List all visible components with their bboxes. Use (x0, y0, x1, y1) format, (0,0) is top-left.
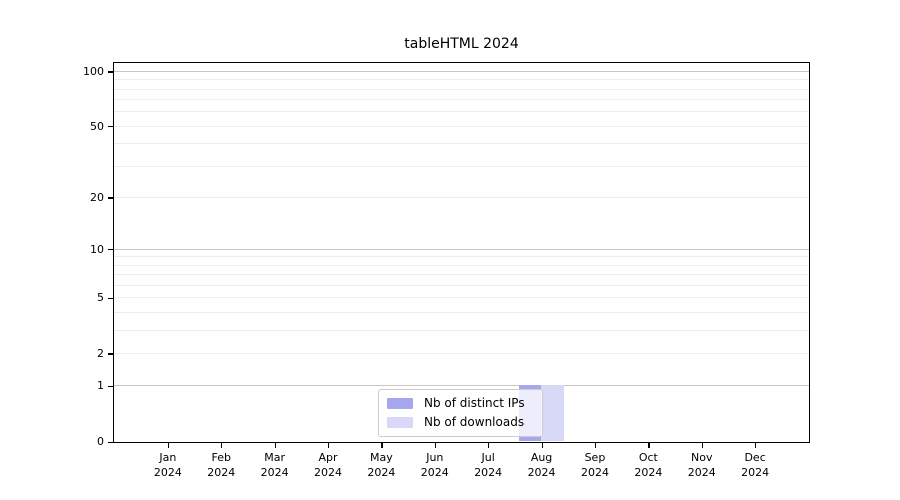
x-tick-label: Jul 2024 (474, 451, 503, 479)
y-tick-label: 5 (97, 291, 104, 305)
minor-gridline (114, 256, 809, 258)
minor-gridline (114, 125, 809, 127)
y-tick-label: 0 (97, 435, 104, 448)
minor-gridline (114, 297, 809, 299)
x-axis-tick (755, 443, 757, 448)
x-axis-tick (648, 443, 650, 448)
x-tick-label: Oct 2024 (634, 451, 663, 479)
x-tick-label: Aug 2024 (527, 451, 556, 479)
y-axis-tick (108, 385, 113, 388)
y-tick-label: 100 (83, 64, 104, 78)
minor-gridline (114, 165, 809, 167)
y-axis-tick (108, 249, 113, 251)
minor-gridline (114, 311, 809, 313)
x-tick-label: Sep 2024 (580, 451, 609, 479)
minor-gridline (114, 111, 809, 113)
x-axis-tick (594, 443, 597, 448)
minor-gridline (114, 88, 809, 90)
minor-gridline (114, 284, 809, 286)
minor-gridline (114, 352, 809, 354)
x-axis-tick (701, 443, 703, 448)
x-tick-label: Dec 2024 (741, 451, 770, 479)
x-axis-tick (541, 443, 543, 448)
y-axis-tick (108, 441, 113, 443)
legend-item-distinct-ips: Nb of distinct IPs (387, 397, 534, 410)
x-axis-tick (167, 443, 170, 448)
major-gridline (114, 248, 809, 250)
minor-gridline (114, 264, 809, 266)
y-axis-tick (108, 126, 113, 128)
x-tick-label: Mar 2024 (260, 451, 289, 479)
y-tick-label: 20 (90, 190, 104, 204)
major-gridline (114, 70, 809, 72)
x-tick-label: May 2024 (367, 451, 396, 479)
minor-gridline (114, 329, 809, 331)
bar-downloads (541, 385, 564, 441)
x-tick-label: Jun 2024 (420, 451, 449, 479)
x-axis-tick (274, 443, 276, 448)
x-tick-label: Apr 2024 (314, 451, 343, 479)
x-tick-label: Nov 2024 (687, 451, 716, 479)
minor-gridline (114, 143, 809, 145)
y-axis-tick (108, 353, 113, 355)
x-axis-tick (488, 443, 490, 448)
legend: Nb of distinct IPs Nb of downloads (378, 389, 543, 437)
y-axis-tick (108, 71, 113, 73)
major-gridline (114, 385, 809, 387)
legend-swatch-downloads-icon (387, 417, 413, 428)
y-tick-label: 2 (97, 346, 104, 360)
x-tick-label: Feb 2024 (207, 451, 236, 479)
x-axis-tick (381, 443, 383, 448)
y-tick-label: 10 (90, 242, 104, 256)
chart-title: tableHTML 2024 (404, 36, 519, 52)
y-axis-tick (108, 197, 113, 199)
x-axis-tick (328, 443, 330, 448)
legend-label: Nb of downloads (424, 415, 525, 429)
minor-gridline (114, 196, 809, 198)
legend-item-downloads: Nb of downloads (387, 416, 534, 429)
plot-area (113, 62, 810, 443)
minor-gridline (114, 99, 809, 101)
y-tick-label: 50 (90, 119, 104, 133)
legend-label: Nb of distinct IPs (424, 396, 525, 410)
minor-gridline (114, 274, 809, 276)
y-axis-tick (108, 297, 113, 299)
x-tick-label: Jan 2024 (153, 451, 182, 479)
y-tick-label: 1 (97, 379, 104, 393)
legend-swatch-distinct-ips-icon (387, 398, 413, 409)
minor-gridline (114, 79, 809, 81)
x-axis-tick (221, 443, 223, 448)
x-axis-tick (434, 443, 436, 448)
